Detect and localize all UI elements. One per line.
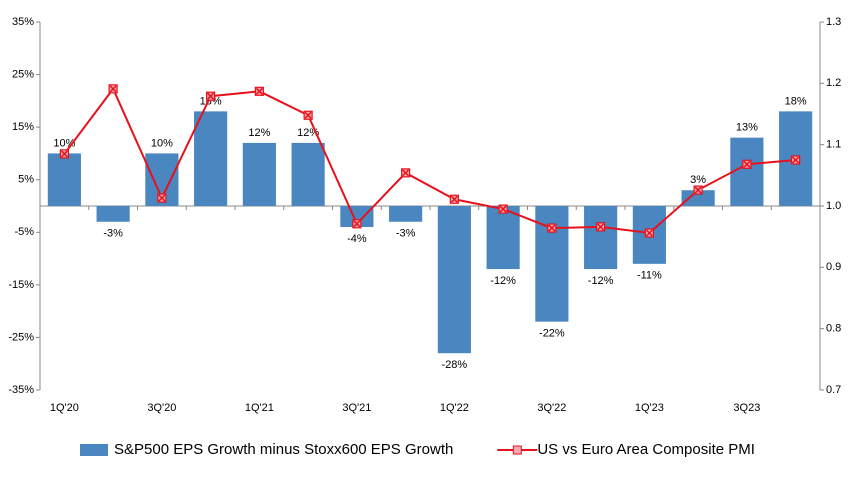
bar	[486, 206, 520, 270]
x-tick-label: 3Q'20	[147, 402, 176, 414]
data-label: -3%	[103, 228, 123, 240]
x-tick-label: 3Q'22	[537, 402, 566, 414]
y-tick-label: 5%	[18, 174, 34, 186]
data-label: 18%	[200, 95, 222, 107]
marker-cross	[645, 229, 653, 237]
bar	[340, 206, 374, 228]
bar	[437, 206, 471, 354]
y-tick-label: 25%	[12, 68, 34, 80]
data-label: 3%	[690, 174, 706, 186]
line	[63, 86, 796, 235]
marker	[596, 222, 606, 232]
y-tick-label: -15%	[8, 279, 34, 291]
marker	[206, 91, 216, 101]
marker-cross	[158, 194, 166, 202]
data-label: -4%	[347, 233, 367, 245]
y-tick-label: 15%	[12, 121, 34, 133]
y-tick-label: -35%	[8, 384, 34, 396]
data-label: -22%	[539, 328, 565, 340]
data-label: -3%	[396, 228, 416, 240]
y2-tick-label: 0.9	[826, 261, 841, 273]
legend-marker	[512, 445, 522, 455]
marker-cross	[353, 220, 361, 228]
marker	[352, 219, 362, 229]
bar	[730, 137, 764, 206]
marker	[449, 194, 459, 204]
bar	[681, 190, 715, 206]
marker	[254, 86, 264, 96]
marker	[401, 168, 411, 178]
y-tick-label: -5%	[14, 226, 34, 238]
bar	[389, 206, 423, 222]
x-tick-label: 1Q'22	[440, 402, 469, 414]
data-label: 12%	[248, 127, 270, 139]
bar	[96, 206, 130, 222]
x-tick-label: 1Q'23	[635, 402, 664, 414]
marker-cross	[694, 186, 702, 194]
legend-label: US vs Euro Area Composite PMI	[537, 441, 755, 458]
marker	[59, 149, 69, 159]
marker	[157, 193, 167, 203]
marker	[303, 110, 313, 120]
bar	[291, 142, 325, 206]
bar	[242, 142, 276, 206]
legend-swatch	[80, 444, 108, 456]
data-label: 13%	[736, 122, 758, 134]
marker-cross	[255, 87, 263, 95]
marker	[547, 223, 557, 233]
y2-tick-label: 0.8	[826, 323, 841, 335]
marker-cross	[304, 111, 312, 119]
x-tick-label: 1Q'20	[50, 402, 79, 414]
data-label: 10%	[151, 137, 173, 149]
marker-cross	[60, 150, 68, 158]
y2-tick-label: 0.7	[826, 384, 841, 396]
marker-cross	[207, 92, 215, 100]
data-label: -12%	[588, 275, 614, 287]
marker	[742, 159, 752, 169]
marker	[498, 204, 508, 214]
marker-cross	[792, 156, 800, 164]
y-tick-label: -25%	[8, 331, 34, 343]
marker	[644, 228, 654, 238]
marker-cross	[743, 160, 751, 168]
data-label: -28%	[442, 359, 468, 371]
y2-tick-label: 1.2	[826, 77, 841, 89]
marker-cross	[402, 169, 410, 177]
bar	[47, 153, 81, 206]
marker-cross	[597, 223, 605, 231]
bar	[194, 111, 228, 206]
y-tick-label: 35%	[12, 16, 34, 28]
y2-tick-label: 1.1	[826, 139, 841, 151]
x-tick-label: 1Q'21	[245, 402, 274, 414]
data-label: -11%	[637, 270, 662, 282]
marker-cross	[450, 195, 458, 203]
marker	[693, 185, 703, 195]
marker-cross	[548, 224, 556, 232]
marker	[108, 84, 118, 94]
legend-label: S&P500 EPS Growth minus Stoxx600 EPS Gro…	[114, 441, 453, 458]
x-tick-label: 3Q23	[733, 402, 760, 414]
bar	[584, 206, 618, 270]
marker-cross	[499, 205, 507, 213]
marker-cross	[109, 85, 117, 93]
data-label: -12%	[490, 275, 516, 287]
marker	[791, 155, 801, 165]
y2-tick-label: 1.3	[826, 16, 841, 28]
x-tick-label: 3Q'21	[342, 402, 371, 414]
data-label: 18%	[785, 95, 807, 107]
y2-tick-label: 1.0	[826, 200, 841, 212]
